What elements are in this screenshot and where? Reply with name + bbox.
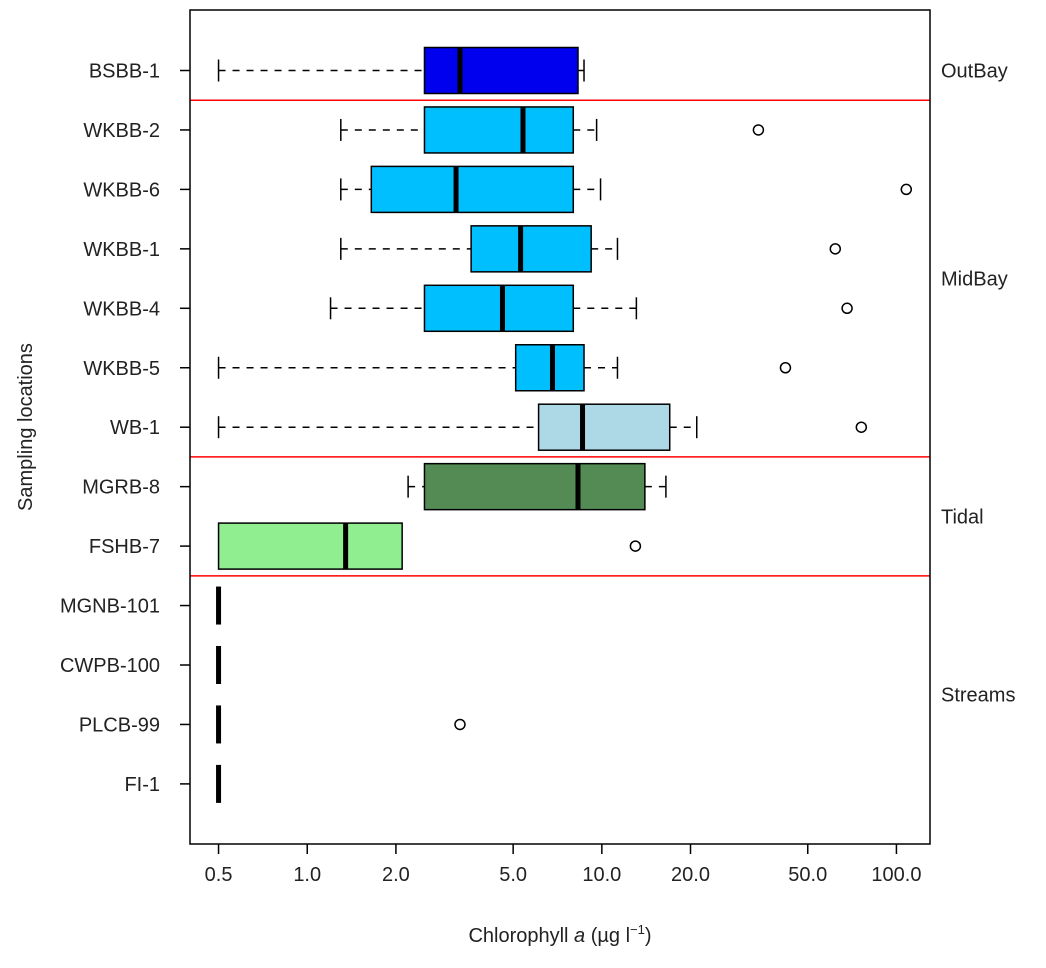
y-tick-label-wb-1: WB-1 bbox=[110, 417, 160, 439]
x-title-prefix: Chlorophyll bbox=[468, 925, 574, 947]
box-mgrb-8 bbox=[423, 462, 646, 511]
x-title-superscript: −1 bbox=[630, 922, 645, 937]
box-wkbb-6 bbox=[370, 165, 575, 214]
y-tick-label-fi-1: FI-1 bbox=[124, 774, 160, 796]
x-axis-title: Chlorophyll a (µg l−1) bbox=[468, 922, 651, 947]
outlier-wkbb-1-0 bbox=[829, 243, 842, 255]
region-label-streams: Streams bbox=[941, 685, 1015, 707]
x-tick-label-6: 50.0 bbox=[788, 864, 827, 886]
x-tick-label-3: 5.0 bbox=[499, 864, 527, 886]
outlier-plcb-99-0 bbox=[454, 718, 466, 731]
x-tick-label-1: 1.0 bbox=[293, 864, 321, 886]
y-tick-label-fshb-7: FSHB-7 bbox=[89, 536, 160, 558]
box-wkbb-4 bbox=[423, 284, 575, 333]
y-tick-label-wkbb-4: WKBB-4 bbox=[83, 298, 160, 320]
x-title-italic: a bbox=[574, 925, 585, 947]
outlier-wb-1-0 bbox=[855, 421, 868, 433]
box-wkbb-2 bbox=[423, 106, 575, 154]
box-bsbb-1 bbox=[423, 46, 579, 95]
y-tick-label-bsbb-1: BSBB-1 bbox=[89, 61, 160, 83]
outlier-fshb-7-0 bbox=[629, 540, 642, 552]
medians bbox=[216, 47, 586, 803]
y-tick-label-plcb-99: PLCB-99 bbox=[79, 714, 160, 736]
region-separators bbox=[190, 99, 930, 577]
x-title-unit-close: ) bbox=[645, 925, 652, 947]
box-wkbb-5 bbox=[514, 344, 585, 392]
whiskers bbox=[217, 59, 698, 498]
region-label-midbay: MidBay bbox=[941, 269, 1008, 291]
y-tick-label-wkbb-1: WKBB-1 bbox=[83, 239, 160, 261]
y-tick-label-wkbb-6: WKBB-6 bbox=[83, 179, 160, 201]
x-tick-label-0: 0.5 bbox=[205, 864, 233, 886]
y-axis: BSBB-1 WKBB-2 WKBB-6 WKBB-1 WKBB-4 WKBB-5 WB-1… bbox=[60, 61, 190, 796]
boxes bbox=[217, 46, 671, 570]
outlier-wkbb-4-0 bbox=[841, 302, 853, 315]
x-axis: 0.5 1.0 2.0 5.0 10.0 20.0 50.0 100.0 bbox=[205, 844, 921, 886]
outliers bbox=[454, 124, 913, 731]
outlier-wkbb-5-0 bbox=[779, 362, 792, 374]
outlier-wkbb-2-0 bbox=[752, 124, 765, 136]
x-title-unit-open: (µg l bbox=[585, 925, 630, 947]
outlier-wkbb-6-0 bbox=[900, 183, 913, 196]
box-wb-1 bbox=[537, 403, 671, 451]
y-tick-label-mgrb-8: MGRB-8 bbox=[82, 477, 160, 499]
region-label-tidal: Tidal bbox=[941, 506, 984, 528]
x-tick-label-5: 20.0 bbox=[671, 864, 710, 886]
x-tick-label-7: 100.0 bbox=[871, 864, 921, 886]
box-wkbb-1 bbox=[470, 225, 592, 273]
y-tick-label-wkbb-5: WKBB-5 bbox=[83, 358, 160, 380]
x-tick-label-4: 10.0 bbox=[582, 864, 621, 886]
y-tick-label-wkbb-2: WKBB-2 bbox=[83, 120, 160, 142]
y-tick-label-cwpb-100: CWPB-100 bbox=[60, 655, 160, 677]
y-axis-title: Sampling locations bbox=[15, 343, 37, 511]
box-fshb-7 bbox=[217, 522, 403, 570]
y-tick-label-mgnb-101: MGNB-101 bbox=[60, 596, 160, 618]
region-label-outbay: OutBay bbox=[941, 61, 1008, 83]
region-labels: OutBay MidBay Tidal Streams bbox=[941, 61, 1015, 707]
x-tick-label-2: 2.0 bbox=[382, 864, 410, 886]
